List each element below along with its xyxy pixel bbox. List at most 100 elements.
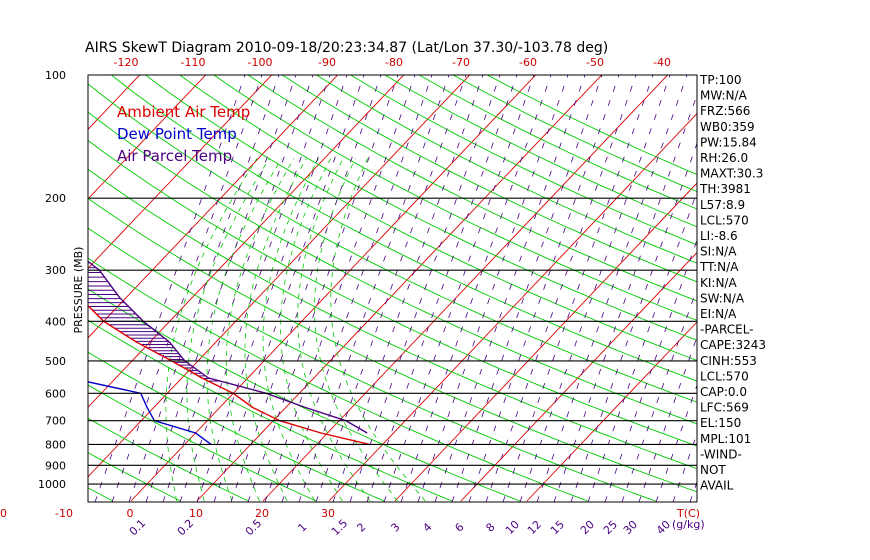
- mixing-ratio-line: [298, 75, 450, 502]
- stat-item: MW:N/A: [700, 89, 748, 103]
- stat-item: FRZ:566: [700, 104, 750, 118]
- pressure-tick-label: 900: [45, 459, 66, 472]
- moist-adiabat-line: [186, 158, 270, 502]
- bottom-temp-tick-label: -10: [55, 507, 73, 520]
- stat-item: MPL:101: [700, 432, 751, 446]
- stat-item: TP:100: [699, 73, 742, 87]
- dry-adiabat-line: [178, 75, 697, 341]
- dry-adiabat-line: [315, 75, 697, 264]
- legend: Ambient Air Temp Dew Point Temp Air Parcel…: [117, 103, 250, 165]
- dry-adiabat-line: [144, 75, 697, 361]
- stat-item: LFC:569: [700, 401, 749, 415]
- moist-adiabat-line: [206, 158, 282, 502]
- stat-item: EI:N/A: [700, 307, 737, 321]
- top-temp-tick-label: -70: [452, 56, 470, 69]
- pressure-tick-label: 800: [45, 438, 66, 451]
- plot-frame: [87, 74, 698, 503]
- moist-adiabat-line: [330, 158, 426, 502]
- stat-item: LI:-8.6: [700, 229, 738, 243]
- mixing-ratio-label: 25: [601, 518, 620, 537]
- moist-adiabat-line: [280, 158, 343, 502]
- mixing-ratio-line: [468, 75, 620, 502]
- isotherm-line: [88, 75, 405, 408]
- stat-item: SW:N/A: [700, 291, 745, 305]
- mixing-ratio-label: 20: [578, 518, 597, 537]
- mixing-ratio-line: [383, 75, 535, 502]
- mixing-ratio-line: [451, 75, 603, 502]
- mixing-ratio-line: [315, 75, 467, 502]
- bottom-temp-tick-label: 0: [127, 507, 134, 520]
- y-axis-label: PRESSURE (MB): [72, 247, 85, 334]
- stat-item: CAPE:3243: [700, 338, 766, 352]
- isotherm-line: [130, 75, 537, 502]
- pressure-tick-label: 300: [45, 264, 66, 277]
- mixing-ratio-line: [570, 142, 697, 502]
- top-temp-tick-label: -40: [653, 56, 671, 69]
- isotherm-line: [262, 75, 669, 502]
- bottom-temp-tick-label: 30: [321, 507, 335, 520]
- stat-item: PW:15.84: [700, 135, 757, 149]
- dry-adiabat-line: [213, 75, 697, 321]
- dry-adiabat-line: [88, 257, 588, 502]
- background-lines: [0, 66, 697, 502]
- profile-series: [88, 260, 370, 446]
- isotherm-line: [460, 251, 697, 502]
- bottom-temp-tick-label: 10: [189, 507, 203, 520]
- moist-adiabat-line: [262, 158, 319, 502]
- stat-item: NOT: [700, 463, 726, 477]
- mixing-ratio-line: [179, 75, 331, 502]
- isotherm-line: [88, 75, 273, 269]
- legend-entry: Air Parcel Temp: [117, 147, 232, 165]
- mixing-ratio-line: [349, 75, 501, 502]
- mixing-ratio-label: 6: [452, 520, 466, 534]
- top-temp-tick-label: -100: [248, 56, 273, 69]
- pressure-tick-label: 700: [45, 415, 66, 428]
- top-temp-tick-label: -80: [385, 56, 403, 69]
- dry-adiabat-line: [418, 75, 697, 210]
- stat-item: KI:N/A: [700, 276, 737, 290]
- series-line-air-parcel-temp: [88, 260, 368, 434]
- bottom-temp-tick-label: 20: [255, 507, 269, 520]
- pressure-tick-label: 100: [45, 69, 66, 82]
- mixing-ratio-line: [417, 75, 569, 502]
- moist-adiabat-line: [244, 158, 307, 502]
- stat-item: -WIND-: [700, 447, 742, 461]
- dry-adiabat-line: [88, 487, 114, 502]
- mixing-ratio-label: 4: [420, 520, 434, 534]
- mixing-ratio-line: [587, 190, 697, 502]
- series-line-dew-point-temp: [88, 381, 212, 445]
- isotherm-line: [328, 112, 697, 502]
- dry-adiabat-line: [88, 168, 697, 470]
- top-temp-tick-label: -120: [114, 56, 139, 69]
- stat-item: L57:8.9: [700, 198, 745, 212]
- mixing-ratio-line: [655, 384, 697, 502]
- axis-labels: 1002003004005006007008009001000-50-40-30…: [0, 56, 705, 538]
- mixing-ratio-line: [196, 75, 348, 502]
- dry-adiabat-line: [88, 227, 656, 502]
- isotherm-line: [196, 75, 603, 502]
- bottom-temp-tick-label: -20: [0, 507, 7, 520]
- top-temp-tick-label: -90: [318, 56, 336, 69]
- mixing-ratio-line: [213, 75, 365, 502]
- isotherm-line: [88, 75, 339, 339]
- dry-adiabat-line: [247, 75, 697, 302]
- stat-item: TT:N/A: [699, 260, 739, 274]
- dry-adiabat-line: [88, 197, 697, 493]
- isotherm-line: [0, 66, 16, 501]
- dry-adiabat-line: [88, 83, 697, 403]
- stat-item: MAXT:30.3: [700, 167, 763, 181]
- stat-item: TH:3981: [699, 182, 751, 196]
- mixing-ratio-line: [621, 287, 697, 502]
- axes: [87, 74, 698, 503]
- pressure-tick-label: 500: [45, 355, 66, 368]
- mixing-ratio-line: [400, 75, 552, 502]
- top-temp-tick-label: -50: [586, 56, 604, 69]
- dry-adiabat-line: [88, 319, 453, 502]
- isotherm-line: [526, 321, 697, 502]
- isotherm-line: [88, 75, 207, 200]
- mixing-ratio-label: 12: [525, 518, 544, 537]
- mixing-ratio-label: 1: [295, 520, 309, 534]
- top-temp-tick-label: -60: [519, 56, 537, 69]
- series-line-ambient-air-temp: [88, 304, 370, 446]
